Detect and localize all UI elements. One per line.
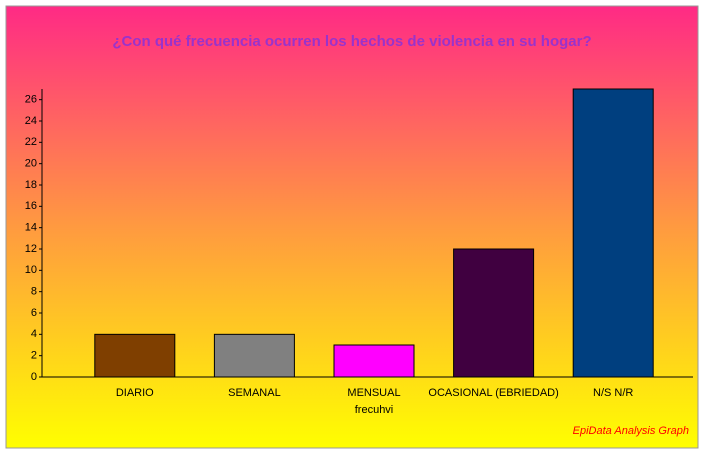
x-tick-label: DIARIO (116, 387, 154, 399)
x-tick-label: MENSUAL (347, 387, 400, 399)
y-tick-label: 12 (25, 243, 37, 255)
bar (453, 248, 535, 378)
y-tick-label: 24 (25, 115, 37, 127)
bar (333, 344, 415, 378)
bar (94, 333, 176, 378)
x-axis-label: frecuhvi (355, 404, 394, 416)
x-tick-label: SEMANAL (228, 387, 281, 399)
x-tick-label: OCASIONAL (EBRIEDAD) (428, 387, 558, 399)
y-tick-label: 10 (25, 264, 37, 276)
y-tick-label: 8 (31, 286, 37, 298)
y-tick-label: 6 (31, 307, 37, 319)
y-tick-label: 16 (25, 200, 37, 212)
y-tick-label: 4 (31, 328, 37, 340)
bar (572, 88, 654, 378)
bar (213, 333, 295, 378)
y-tick-label: 26 (25, 94, 37, 106)
y-tick-label: 2 (31, 350, 37, 362)
y-tick-label: 18 (25, 179, 37, 191)
y-tick-label: 0 (31, 371, 37, 383)
y-tick-label: 20 (25, 158, 37, 170)
chart-title: ¿Con qué frecuencia ocurren los hechos d… (112, 33, 591, 50)
x-tick-label: N/S N/R (593, 387, 633, 399)
y-tick-label: 22 (25, 136, 37, 148)
y-tick-label: 14 (25, 222, 37, 234)
footer: EpiData Analysis Graph (573, 425, 689, 437)
